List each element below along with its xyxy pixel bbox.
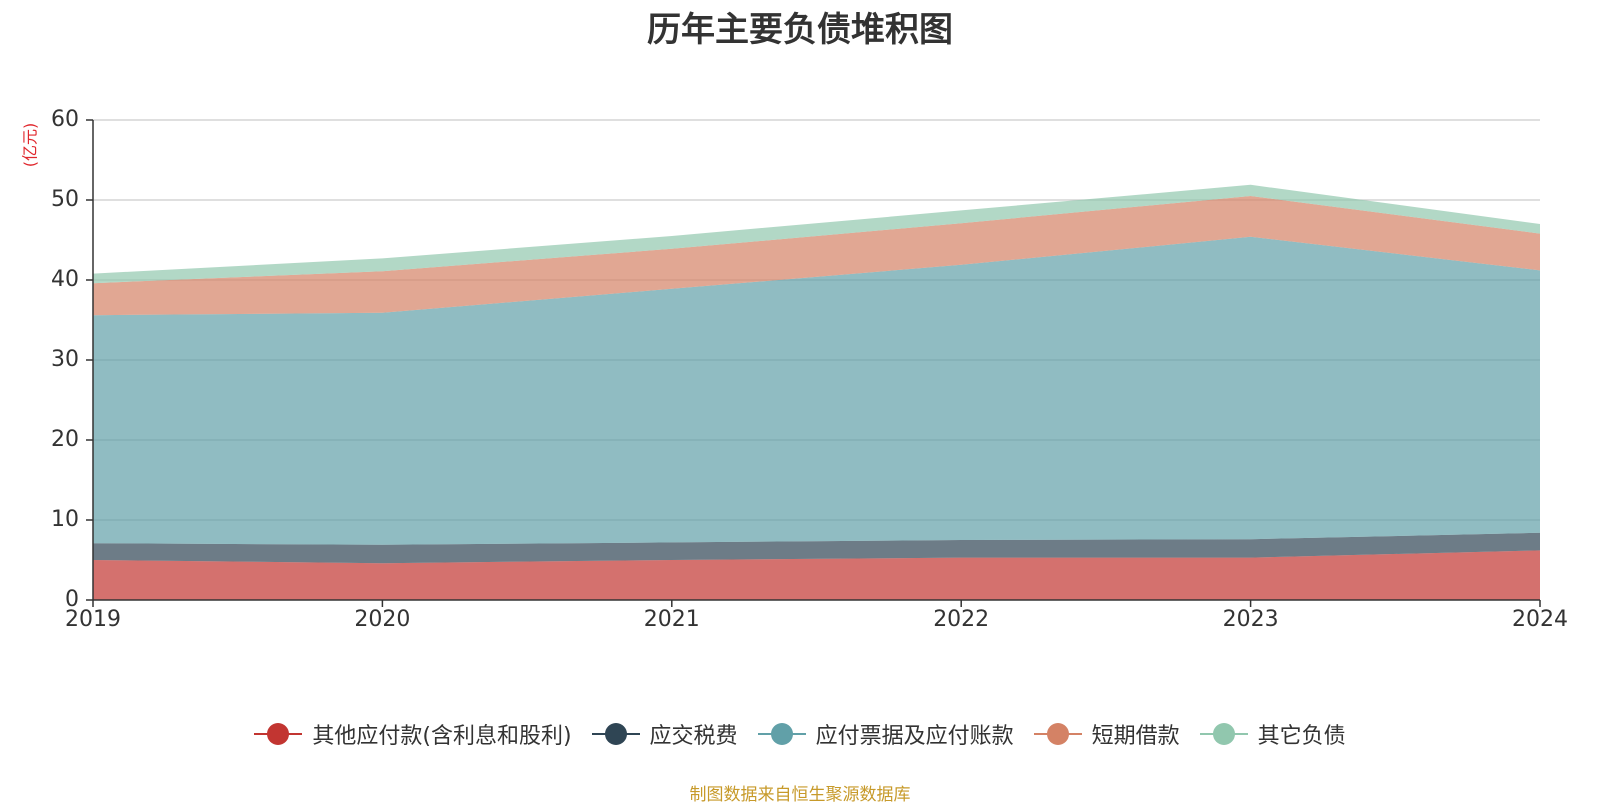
- chart-plot: 0 10 20 30 40 50 60 2019 2020 2021 2022 2023 2024 (亿…: [21, 107, 1569, 632]
- y-tick-label: 40: [51, 267, 79, 292]
- area-series: [93, 532, 1540, 564]
- legend-item[interactable]: 短期借款: [1033, 718, 1180, 750]
- x-tick-label: 2024: [1512, 607, 1568, 632]
- area-series: [93, 184, 1540, 284]
- legend-item[interactable]: 应交税费: [591, 718, 738, 750]
- area-series: [93, 550, 1540, 600]
- x-tick-label: 2022: [933, 607, 989, 632]
- x-tick-label: 2023: [1223, 607, 1279, 632]
- legend-label: 其他应付款(含利息和股利): [312, 724, 572, 749]
- legend-item[interactable]: 应付票据及应付账款: [757, 718, 1014, 750]
- legend-marker: [254, 723, 303, 745]
- axes: 0 10 20 30 40 50 60 2019 2020 2021 2022 2023 2024: [51, 107, 1568, 632]
- chart-title: 历年主要负债堆积图: [647, 10, 953, 50]
- legend-label: 其它负债: [1257, 724, 1346, 749]
- legend: 其他应付款(含利息和股利) 应交税费 应付票据及应付账款 短期借款 其它负债: [0, 718, 1600, 750]
- y-tick-label: 20: [51, 427, 79, 452]
- legend-label: 应交税费: [649, 724, 738, 749]
- legend-label: 短期借款: [1091, 724, 1180, 749]
- legend-item[interactable]: 其它负债: [1199, 718, 1346, 750]
- legend-marker: [757, 723, 806, 745]
- source-note: 制图数据来自恒生聚源数据库: [689, 785, 911, 805]
- y-tick-label: 50: [51, 187, 79, 212]
- y-tick-label: 10: [51, 507, 79, 532]
- y-axis-unit-label: (亿元): [21, 123, 40, 168]
- area-series: [93, 196, 1540, 316]
- y-tick-label: 60: [51, 107, 79, 132]
- x-tick-label: 2020: [354, 607, 410, 632]
- x-tick-label: 2021: [644, 607, 700, 632]
- x-tick-label: 2019: [65, 607, 121, 632]
- y-tick-label: 30: [51, 347, 79, 372]
- area-series: [93, 236, 1540, 545]
- y-tick-label: 0: [65, 587, 79, 612]
- legend-marker: [1033, 723, 1082, 745]
- legend-item[interactable]: 其他应付款(含利息和股利): [254, 718, 572, 750]
- stacked-areas: [93, 184, 1540, 600]
- legend-label: 应付票据及应付账款: [815, 724, 1014, 749]
- legend-marker: [1199, 723, 1248, 745]
- legend-marker: [591, 723, 640, 745]
